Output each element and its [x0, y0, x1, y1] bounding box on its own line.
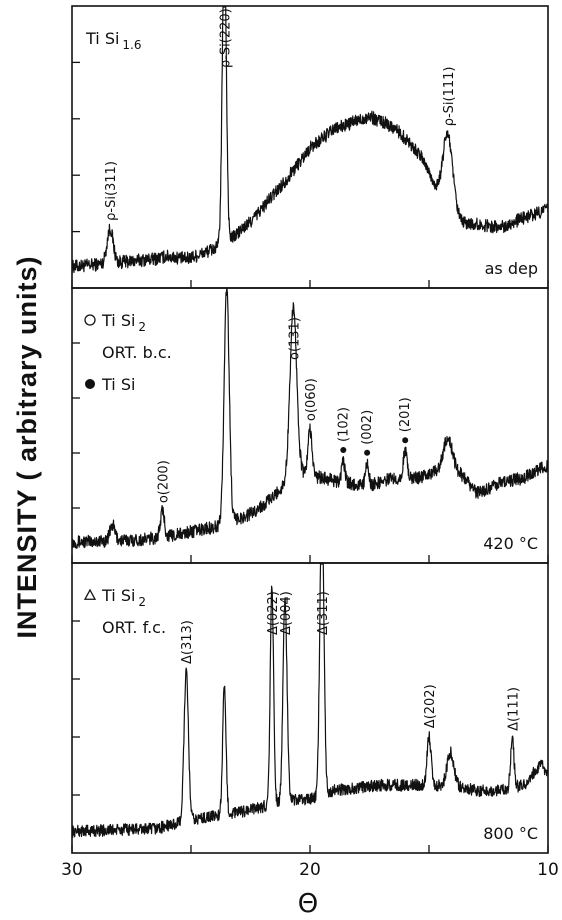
peak-label-text: ρ-Si(111) [442, 67, 457, 127]
legend-marker [83, 588, 97, 600]
peak-label-text: (102) [336, 407, 351, 442]
legend-text: Ti Si [101, 375, 135, 394]
legend-subscript: 2 [138, 595, 146, 609]
peak-label-text: (201) [398, 397, 413, 432]
x-axis-label: Θ [298, 889, 318, 919]
peak-label: (002) [360, 410, 375, 456]
legend-entry: Ti Si 2 [84, 311, 146, 334]
peak-label-text: o(060) [304, 378, 319, 421]
legend-text: Ti Si 2 [101, 586, 146, 609]
panels: ρ-Si(311)ρ-Si(220)ρ-Si(111)Ti Si 1.6as de… [61, 5, 559, 880]
condition-label: 800 °C [483, 824, 538, 843]
peak-marker [364, 449, 371, 456]
peak-label-text: Δ(004) [279, 591, 294, 635]
xrd-trace [71, 6, 549, 274]
legend-text: ORT. f.c. [102, 618, 166, 637]
legend-text: Ti Si 1.6 [85, 29, 142, 52]
legend-marker [85, 379, 95, 389]
peak-label: Δ(313) [180, 620, 195, 664]
xrd-trace [71, 563, 549, 838]
legend-entry: ORT. f.c. [102, 618, 166, 637]
x-tick-label: 30 [61, 860, 83, 880]
peak-label: ρ-Si(111) [442, 67, 457, 127]
peak-label: o(200) [156, 460, 171, 503]
peak-label: o(060) [304, 378, 319, 421]
legend-text: ORT. b.c. [102, 343, 172, 362]
peak-label: Δ(202) [423, 684, 438, 728]
peak-label: Δ(004) [279, 591, 294, 635]
peak-label: ρ-Si(311) [104, 161, 119, 221]
peak-label-text: (002) [360, 410, 375, 445]
peak-label: o(131) [287, 317, 302, 360]
panel-top: ρ-Si(311) ρ-Si(220) ρ-Si(111) Ti Si 1.6 as de… [71, 5, 549, 289]
peak-label: Δ(311) [316, 591, 331, 635]
peak-label-text: Δ(311) [316, 591, 331, 635]
peak-label: Δ(022) [266, 591, 281, 635]
peak-label-text: Δ(313) [180, 620, 195, 664]
legend-marker [84, 314, 96, 326]
peak-label-text: Δ(202) [423, 684, 438, 728]
peak-label-text: Δ(022) [266, 591, 281, 635]
peak-label: (102) [336, 407, 351, 453]
legend-subscript: 2 [138, 320, 146, 334]
legend-entry: ORT. b.c. [102, 343, 172, 362]
panel-bottom: 30 20 10 Δ(313) Δ(022)Δ(004) Δ(311) Δ(202) Δ(11… [61, 562, 559, 880]
xrd-trace [71, 288, 549, 549]
condition-label: as dep [485, 259, 538, 278]
y-axis-label: INTENSITY ( arbitrary units) [12, 255, 42, 638]
peak-label-text: o(131) [287, 317, 302, 360]
peak-label: Δ(111) [506, 687, 521, 731]
peak-label: (201) [398, 397, 413, 444]
peak-label-text: ρ-Si(220) [218, 8, 233, 68]
peak-label-text: ρ-Si(311) [104, 161, 119, 221]
legend-entry: Ti Si 1.6 [85, 29, 142, 52]
x-tick-label: 10 [537, 860, 559, 880]
legend-text: Ti Si 2 [101, 311, 146, 334]
legend-subscript: 1.6 [122, 38, 141, 52]
x-tick-label: 20 [299, 860, 321, 880]
legend-entry: Ti Si 2 [83, 586, 146, 609]
peak-marker [402, 437, 409, 444]
legend-entry: Ti Si [85, 375, 135, 394]
panel-middle: o(200)o(131)o(060)(102) (002) (201)Ti Si 2O… [71, 287, 549, 564]
peak-label-text: Δ(111) [506, 687, 521, 731]
peak-marker [340, 446, 347, 453]
condition-label: 420 °C [483, 534, 538, 553]
peak-label-text: o(200) [156, 460, 171, 503]
peak-label: ρ-Si(220) [218, 8, 233, 68]
